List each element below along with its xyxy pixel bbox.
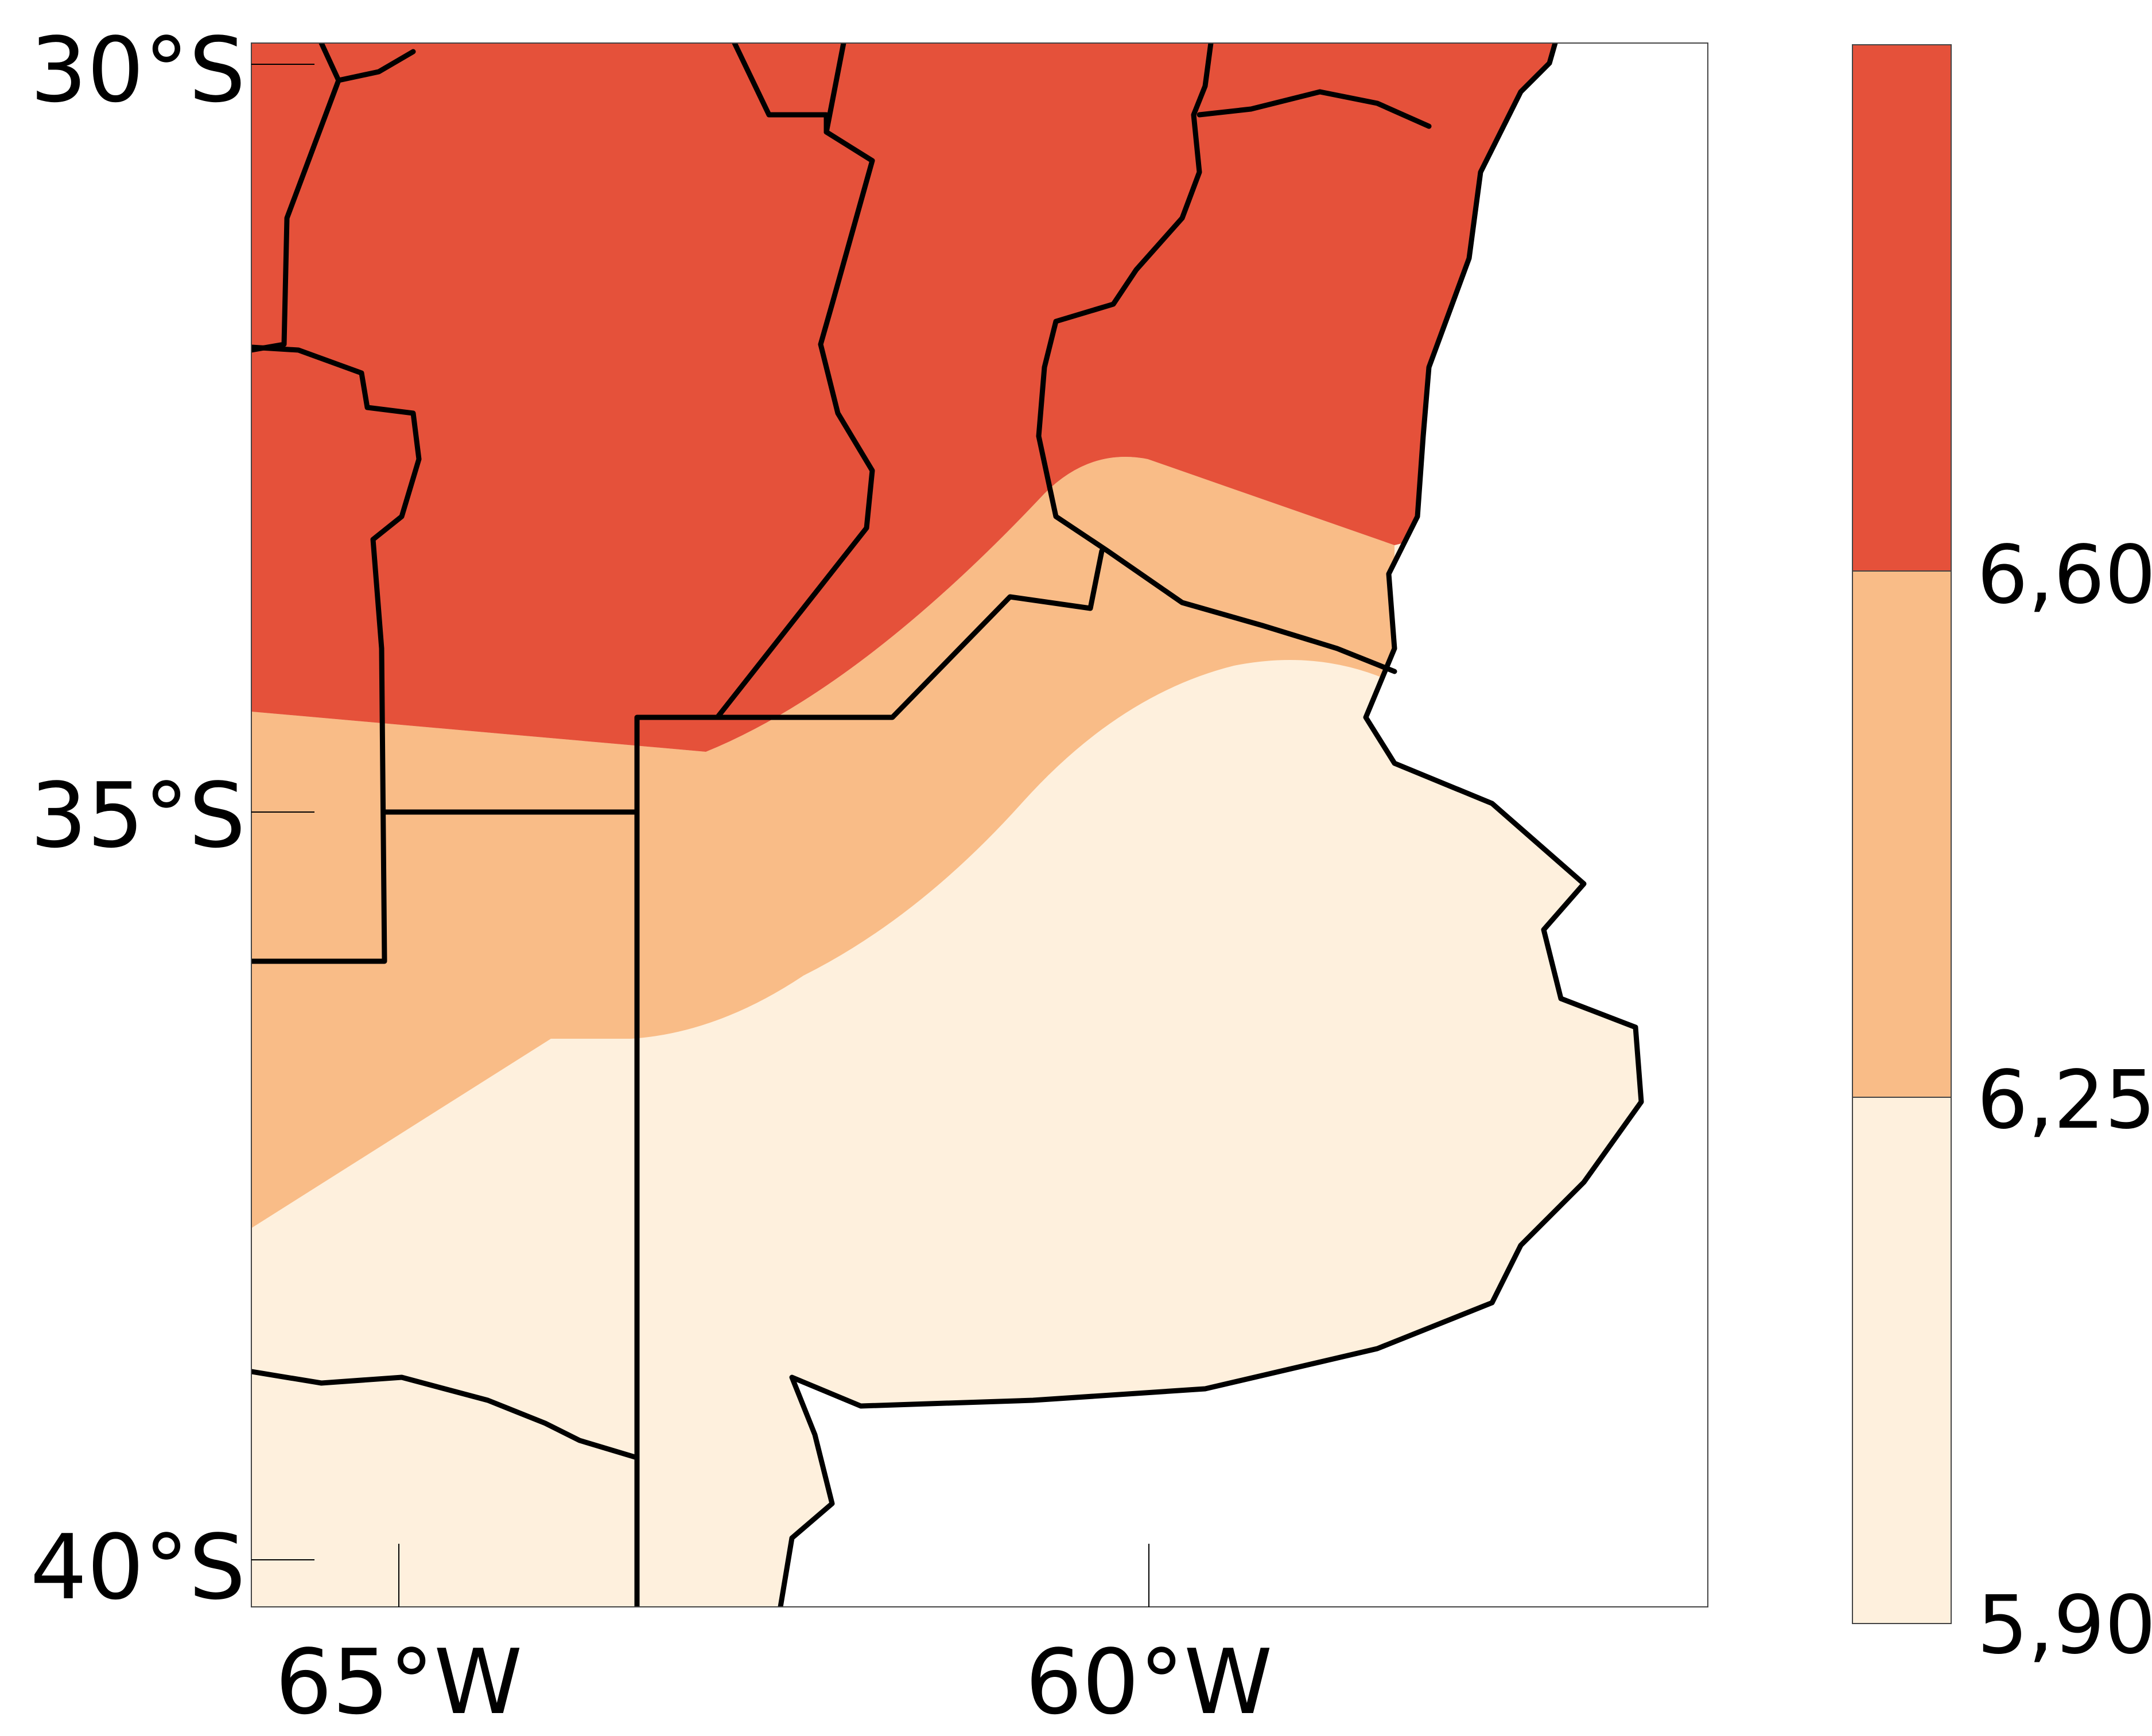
boundary-central	[634, 43, 875, 1607]
colorbar: 6,60 6,25 5,90	[1852, 44, 2152, 1672]
mid-value-zone	[251, 457, 1394, 1228]
lat-label-35s: 35°S	[30, 763, 246, 868]
map-frame	[251, 42, 1708, 1607]
boundary-west	[251, 344, 422, 964]
ocean-area	[780, 43, 1708, 1607]
lat-label-40s: 40°S	[30, 1515, 246, 1620]
colorbar-tick-660: 6,60	[1977, 529, 2152, 622]
boundary-north-east	[1197, 89, 1432, 129]
lat-label-30s: 30°S	[30, 18, 246, 122]
boundary-river-north	[1036, 43, 1397, 674]
colorbar-bin-mid	[1852, 570, 1952, 1098]
boundary-north-west-a	[732, 43, 829, 135]
boundary-river-south	[251, 1369, 640, 1461]
colorbar-bin-low	[1852, 1097, 1952, 1624]
lon-label-65w: 65°W	[275, 1630, 523, 1734]
map-area	[251, 43, 1708, 1607]
colorbar-bin-high	[1852, 44, 1952, 572]
boundary-north-west-c	[336, 49, 416, 83]
high-value-zone	[251, 43, 1555, 752]
colorbar-tick-590: 5,90	[1977, 1579, 2152, 1672]
colorbar-tick-625: 6,25	[1977, 1054, 2152, 1147]
boundary-buenosaires-north	[714, 548, 1105, 720]
coastline	[778, 43, 1644, 1607]
lon-label-60w: 60°W	[1025, 1630, 1273, 1734]
